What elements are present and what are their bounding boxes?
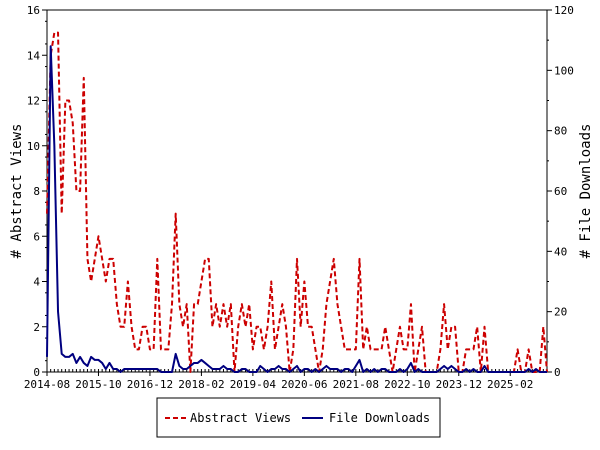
plot-area xyxy=(46,9,548,373)
x-tick-label: 2021-08 xyxy=(333,378,379,391)
x-tick-label: 2020-06 xyxy=(281,378,327,391)
right-tick-label: 80 xyxy=(554,125,567,138)
left-tick-label: 14 xyxy=(27,49,41,62)
left-tick-label: 16 xyxy=(27,4,40,17)
left-tick-label: 12 xyxy=(27,95,40,108)
legend-label-abstract-views: Abstract Views xyxy=(190,411,291,425)
left-tick-label: 8 xyxy=(33,185,40,198)
left-tick-label: 4 xyxy=(33,276,40,289)
left-tick-label: 10 xyxy=(27,140,40,153)
legend: Abstract Views File Downloads xyxy=(156,397,441,438)
y-right-axis-title: # File Downloads xyxy=(578,124,594,259)
legend-label-file-downloads: File Downloads xyxy=(329,411,430,425)
y-left-axis-title: # Abstract Views xyxy=(9,124,25,259)
x-axis-ticks: 2014-08 2015-10 2016-12 2018-02 2019-04 2020-… xyxy=(24,369,548,391)
left-tick-label: 6 xyxy=(33,230,40,243)
right-tick-label: 0 xyxy=(554,366,561,379)
x-tick-label: 2018-02 xyxy=(178,378,224,391)
x-tick-label: 2019-04 xyxy=(230,378,277,391)
right-tick-label: 60 xyxy=(554,185,567,198)
left-tick-label: 2 xyxy=(33,321,40,334)
series-layer xyxy=(46,31,548,373)
series-line-abstract-views xyxy=(46,31,548,373)
x-tick-label: 2014-08 xyxy=(24,378,70,391)
left-axis-ticks: 0 2 4 6 8 10 12 14 16 xyxy=(27,4,47,379)
right-tick-label: 20 xyxy=(554,306,567,319)
left-tick-label: 0 xyxy=(33,366,40,379)
x-tick-label: 2022-10 xyxy=(384,378,430,391)
series-line-file-downloads xyxy=(46,45,547,373)
legend-box xyxy=(156,397,441,438)
right-tick-label: 120 xyxy=(554,4,574,17)
right-tick-label: 100 xyxy=(554,64,574,77)
x-tick-label: 2023-12 xyxy=(436,378,482,391)
x-tick-label: 2025-02 xyxy=(487,378,533,391)
x-tick-label: 2016-12 xyxy=(127,378,173,391)
right-tick-label: 40 xyxy=(554,245,567,258)
x-tick-label: 2015-10 xyxy=(75,378,121,391)
right-axis-ticks: 0 20 40 60 80 100 120 xyxy=(547,4,574,379)
